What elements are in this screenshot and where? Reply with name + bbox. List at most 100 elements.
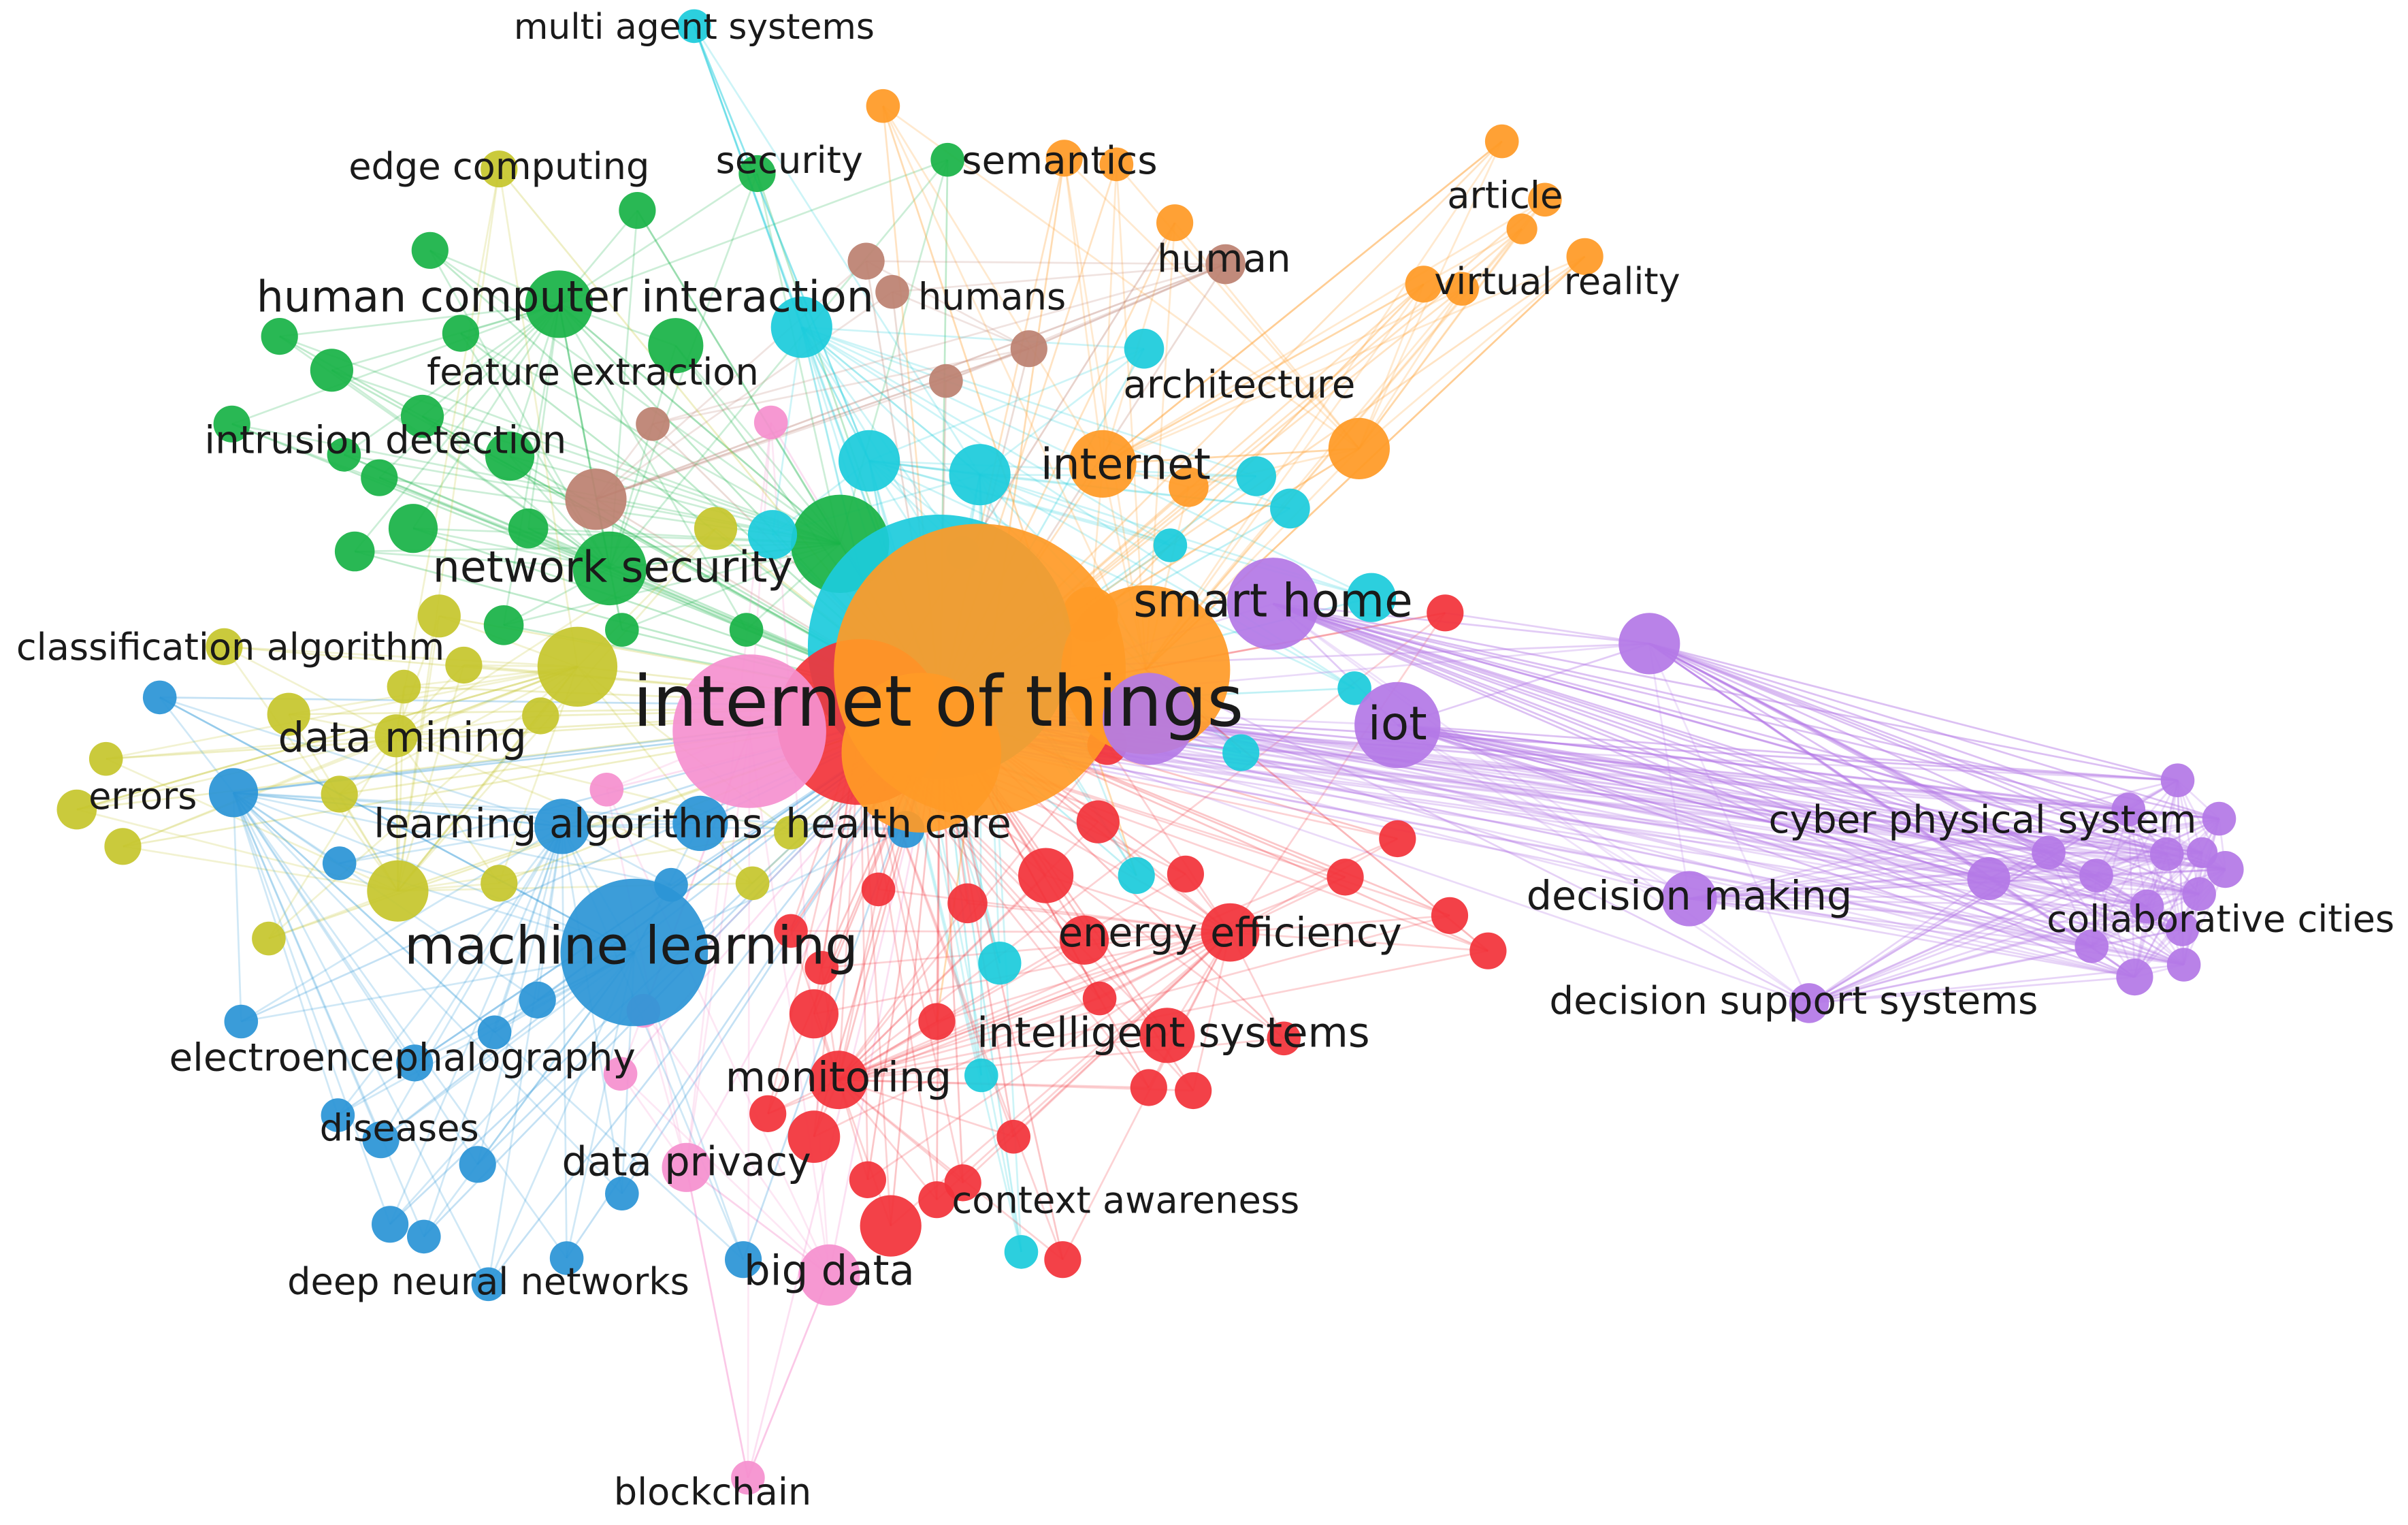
keyword-node-yellow-83 (522, 697, 559, 735)
network-edge-647 (1273, 603, 2129, 811)
network-edge-91 (800, 326, 981, 476)
network-edge-649 (1648, 643, 2129, 811)
network-edge-539 (1397, 724, 1690, 900)
network-edge-753 (1689, 893, 2200, 900)
network-edge-530 (1273, 603, 1650, 645)
hub-node-orange-5 (841, 673, 1002, 833)
keyword-node-yellow-75 (481, 150, 518, 188)
network-edge-96 (800, 326, 981, 476)
network-edge-217 (1028, 263, 1226, 350)
network-edge-786 (2134, 780, 2179, 978)
keyword-node-brown-67 (565, 468, 627, 530)
network-edge-334 (233, 791, 562, 828)
network-edge-641 (1648, 643, 2219, 820)
network-edge-169 (1145, 140, 1503, 671)
network-edge-548 (1648, 643, 1989, 880)
keyword-node-cyan-45 (1004, 1235, 1039, 1269)
network-edge-369 (337, 826, 563, 1116)
label-intrusion-detection: intrusion detection (204, 418, 566, 462)
network-edge-160 (1116, 163, 1360, 449)
keyword-node-brown-66 (636, 407, 670, 441)
network-edge-243 (619, 1073, 830, 1276)
network-edge-296 (105, 735, 397, 760)
keyword-node-green-12 (310, 349, 353, 392)
keyword-node-purple-158 (2130, 889, 2164, 924)
network-edge-103 (801, 326, 1257, 477)
network-edge-240 (642, 1010, 687, 1168)
network-edge-823 (747, 1274, 830, 1479)
keyword-node-pink-68 (753, 405, 788, 440)
keyword-node-green-24 (334, 531, 375, 572)
keyword-node-green-23 (729, 613, 764, 647)
network-edge-695 (2048, 851, 2167, 855)
network-edge-781 (1648, 643, 2136, 978)
keyword-node-blue-100 (224, 1004, 259, 1039)
label-data-mining: data mining (278, 713, 527, 762)
keyword-node-yellow-91 (252, 921, 286, 956)
network-edge-207 (866, 260, 1226, 266)
keyword-node-orange-51 (1484, 124, 1519, 159)
network-edge-47 (412, 304, 560, 529)
network-edge-745 (2181, 818, 2220, 930)
network-edge-219 (596, 380, 947, 500)
network-edge-538 (1272, 603, 1690, 900)
network-edge-742 (1808, 928, 2183, 1004)
network-edge-659 (2128, 809, 2183, 930)
network-edge-527 (838, 997, 1101, 1081)
network-edge-331 (159, 696, 563, 828)
network-edge-209 (595, 291, 893, 500)
network-edge-159 (1101, 164, 1118, 464)
keyword-node-purple-154 (2149, 837, 2184, 871)
network-edge-567 (1397, 724, 2226, 871)
network-edge-352 (232, 792, 242, 1022)
keyword-node-purple-152 (2202, 801, 2236, 836)
keyword-node-red-125 (861, 872, 896, 907)
keyword-node-green-27 (442, 315, 480, 352)
network-edge-783 (1808, 976, 2135, 1004)
network-edge-794 (2134, 852, 2203, 978)
keyword-node-orange-53 (1506, 213, 1537, 244)
keyword-node-red-129 (789, 989, 839, 1039)
keyword-node-green-15 (738, 155, 776, 193)
network-edge-388 (232, 792, 425, 1237)
network-edge-609 (1808, 878, 1989, 1004)
network-edge-706 (1397, 724, 2097, 877)
network-edge-751 (1397, 724, 2200, 895)
keyword-node-blue-107 (605, 1176, 639, 1210)
network-edge-800 (1148, 718, 2184, 966)
keyword-node-cyan-32 (839, 430, 900, 492)
keyword-node-red-136 (749, 1095, 787, 1132)
network-edge-510 (936, 931, 1231, 1201)
keyword-node-pink-72 (662, 1142, 711, 1192)
network-edge-349 (562, 825, 907, 831)
keyword-node-purple-162 (2116, 959, 2153, 996)
network-edge-385 (389, 826, 564, 1225)
network-edge-420 (1045, 874, 1231, 933)
label-monitoring: monitoring (726, 1053, 951, 1102)
network-edge-762 (1648, 643, 2092, 948)
network-edge-211 (892, 263, 1226, 293)
network-edge-723 (1273, 603, 2147, 908)
network-edge-12 (279, 335, 841, 545)
network-edge-708 (1689, 874, 2097, 900)
network-edge-194 (1103, 447, 1359, 465)
network-edge-564 (1648, 643, 2168, 855)
keyword-node-red-126 (947, 883, 988, 924)
network-edge-292 (395, 528, 717, 737)
network-edge-99 (801, 326, 1145, 350)
keyword-node-brown-65 (929, 364, 963, 398)
label-classification-algorithm: classification algorithm (16, 626, 444, 669)
network-edge-578 (1273, 603, 2147, 908)
keyword-node-red-122 (1469, 932, 1507, 969)
keyword-node-purple-151 (2160, 763, 2195, 797)
network-edge-471 (937, 931, 1231, 1023)
network-edge-176 (1358, 228, 1523, 449)
network-edge-572 (1648, 643, 2049, 854)
network-edge-522 (1013, 931, 1231, 1138)
network-edge-271 (224, 645, 578, 668)
network-edge-252 (747, 731, 751, 1478)
keyword-node-green-29 (361, 459, 398, 496)
network-edge-554 (1273, 603, 2219, 820)
network-edge-642 (1689, 818, 2219, 900)
keyword-node-red-127 (774, 914, 808, 948)
